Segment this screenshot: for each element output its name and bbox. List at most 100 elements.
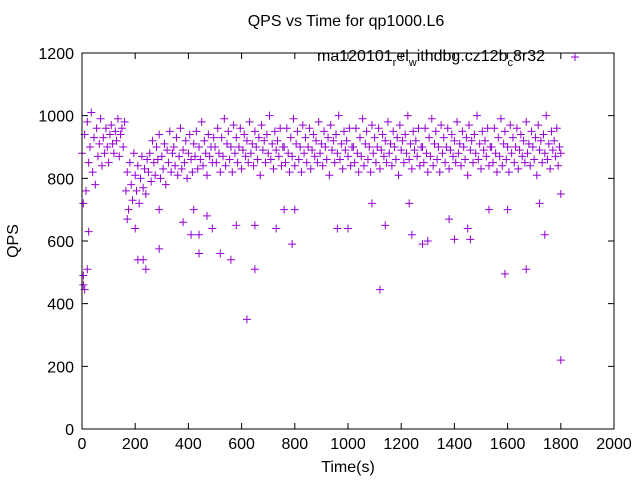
data-point [450, 235, 459, 244]
data-point [244, 158, 253, 167]
data-point [399, 158, 408, 167]
data-point [479, 146, 488, 155]
data-point [232, 221, 241, 230]
data-point [128, 196, 137, 205]
data-point [92, 124, 101, 133]
data-point [556, 356, 565, 365]
data-point [157, 152, 166, 161]
data-point [507, 149, 516, 158]
data-point [115, 152, 124, 161]
data-point [205, 152, 214, 161]
data-point [155, 244, 164, 253]
data-point [457, 161, 466, 170]
data-point [318, 161, 327, 170]
x-tick-label: 1600 [490, 436, 526, 453]
data-point [280, 205, 289, 214]
data-point [93, 152, 102, 161]
data-point [542, 111, 551, 120]
data-point [171, 161, 180, 170]
data-point [480, 136, 489, 145]
data-point [314, 117, 323, 126]
data-point [156, 174, 165, 183]
data-point [216, 168, 225, 177]
data-point [230, 149, 239, 158]
data-point [363, 155, 372, 164]
data-point [123, 215, 132, 224]
data-point [155, 130, 164, 139]
data-point [355, 133, 364, 142]
data-point [306, 164, 315, 173]
data-point [83, 265, 92, 274]
data-point [262, 130, 271, 139]
data-point [209, 133, 218, 142]
data-point [488, 158, 497, 167]
data-point [469, 158, 478, 167]
data-point [224, 127, 233, 136]
data-point [322, 155, 331, 164]
data-point [105, 130, 114, 139]
axes: 0 200 400 600 800 1000 1200 1400 1600 1800 2000 0 20… [38, 46, 631, 453]
data-point [341, 146, 350, 155]
legend-marker [571, 53, 579, 61]
data-point [326, 121, 335, 130]
data-point [305, 124, 314, 133]
data-point [240, 130, 249, 139]
data-point [532, 171, 541, 180]
data-point [423, 237, 432, 245]
data-point [124, 205, 133, 214]
data-point [523, 149, 532, 158]
data-point [268, 139, 277, 148]
data-point [168, 149, 177, 158]
data-point [445, 164, 454, 173]
data-point [254, 133, 263, 142]
data-point [112, 136, 121, 145]
data-point [232, 133, 241, 142]
data-point [338, 164, 347, 173]
y-tick-label: 600 [47, 234, 74, 251]
legend: ma120101relwithdbg.cz12bc8r32 [317, 48, 579, 69]
data-point [413, 152, 422, 161]
data-point [429, 161, 438, 170]
data-point [410, 146, 419, 155]
data-point [463, 171, 472, 180]
data-point [466, 235, 475, 244]
data-point [369, 149, 378, 158]
data-point [502, 155, 511, 164]
data-point [362, 127, 371, 136]
data-point [431, 127, 440, 136]
data-point [280, 143, 289, 151]
data-point [377, 146, 386, 155]
data-point [282, 124, 291, 133]
data-point [387, 161, 396, 170]
data-point [434, 143, 443, 151]
data-point [107, 121, 116, 130]
data-point [500, 269, 509, 278]
data-point [188, 168, 197, 177]
data-point [179, 146, 188, 155]
data-point [164, 158, 173, 167]
data-point [445, 215, 454, 224]
data-point [221, 161, 230, 170]
y-tick-label: 800 [47, 171, 74, 188]
data-point [406, 139, 415, 148]
data-point [226, 255, 235, 264]
data-point [242, 315, 251, 324]
data-point [458, 127, 467, 136]
data-point [443, 124, 452, 133]
data-point [211, 143, 219, 151]
data-point [393, 133, 402, 142]
data-point [350, 158, 359, 167]
data-point [79, 271, 88, 280]
data-point [261, 158, 270, 167]
data-point [320, 127, 329, 136]
data-point [540, 230, 549, 239]
data-point [119, 143, 128, 151]
data-point [242, 136, 251, 145]
data-point [208, 224, 217, 233]
data-point [498, 161, 507, 170]
data-point [290, 161, 299, 170]
data-point [390, 143, 399, 151]
data-point [189, 205, 198, 214]
data-point [241, 152, 250, 161]
